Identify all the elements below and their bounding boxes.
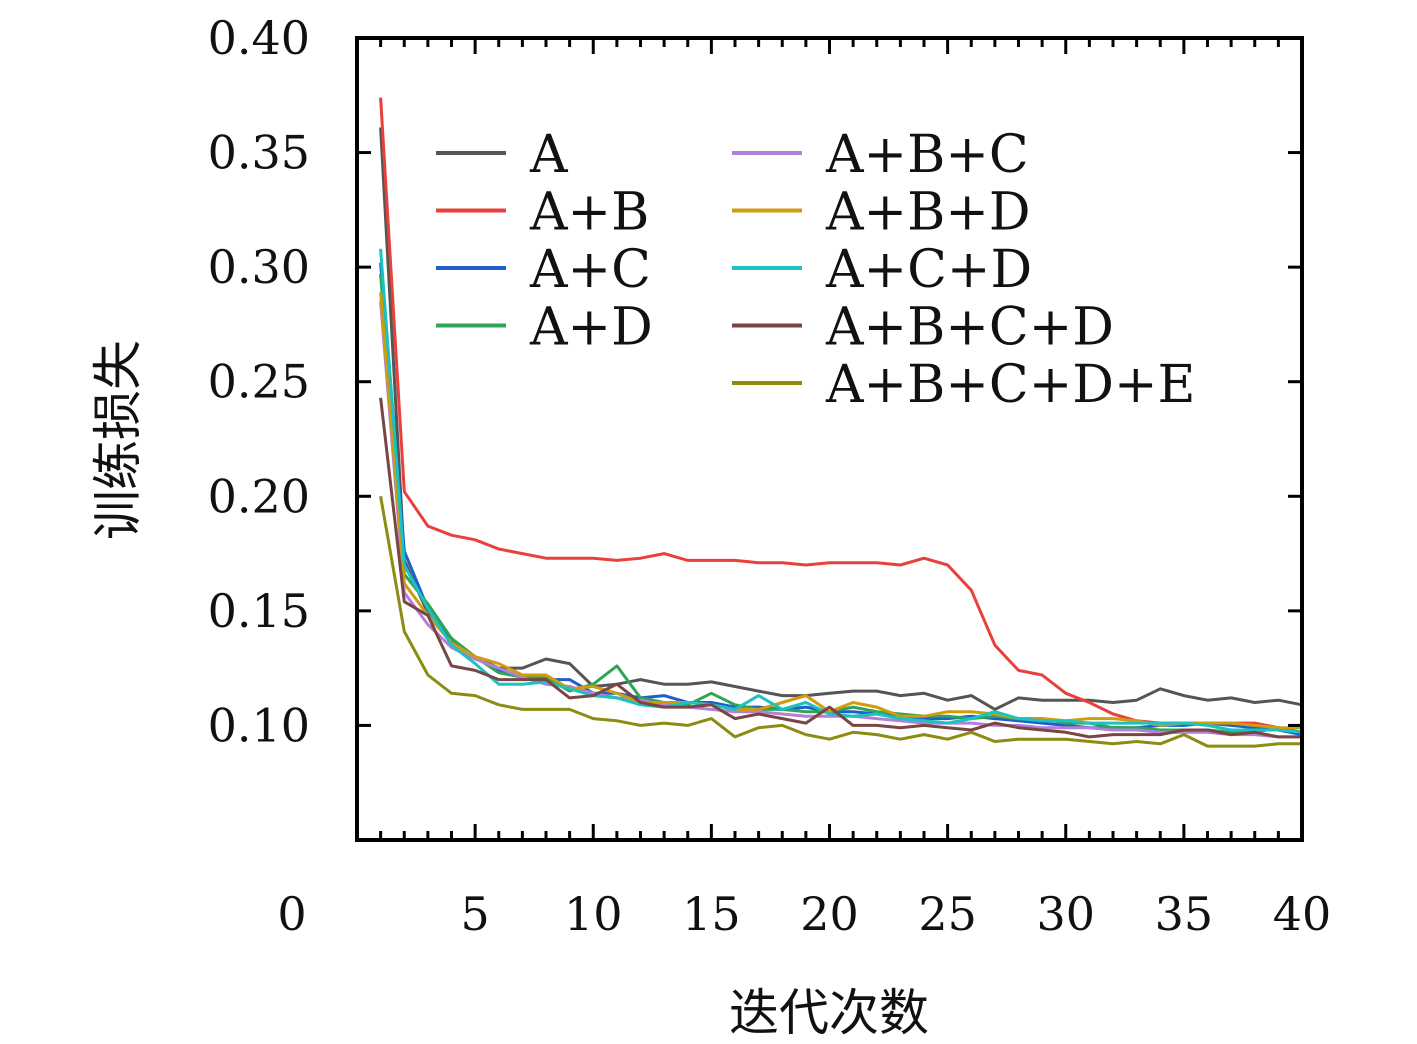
legend-label: A+B+C — [825, 125, 1029, 185]
y-axis-title: 训练损失 — [89, 340, 147, 540]
x-axis-title: 迭代次数 — [729, 984, 929, 1042]
x-tick-label: 40 — [1273, 887, 1332, 941]
series-line-7 — [379, 397, 1302, 739]
x-tick-label: 30 — [1036, 887, 1095, 941]
series-line-3 — [379, 273, 1303, 734]
series-line-8 — [379, 496, 1302, 748]
legend-label: A+C — [529, 240, 651, 300]
x-tick-label: 5 — [460, 887, 489, 941]
y-tick-label: 0.35 — [208, 126, 310, 180]
legend-label: A+B+C+D — [825, 298, 1114, 358]
y-tick-label: 0.40 — [208, 11, 310, 65]
x-tick-label: 25 — [918, 887, 977, 941]
legend-label: A+C+D — [825, 240, 1032, 300]
y-tick-label: 0.20 — [208, 469, 310, 523]
tick-layer: 0 5 10 15 20 25 30 35 40 0.10 0.15 0.20 0.25 0.30 0.35… — [208, 11, 1332, 941]
y-tick-label: 0.10 — [208, 698, 310, 752]
legend-label: A+D — [529, 298, 653, 358]
x-tick-label: 10 — [564, 887, 623, 941]
legend-label: A+B+D — [825, 183, 1031, 243]
legend-label: A+B — [529, 183, 649, 243]
x-tick-label: 15 — [682, 887, 741, 941]
x-tick-label: 0 — [277, 887, 306, 941]
x-tick-label: 20 — [800, 887, 859, 941]
legend-label: A+B+C+D+E — [825, 355, 1195, 415]
x-tick-label: 35 — [1155, 887, 1214, 941]
legend-label: A — [529, 125, 569, 185]
y-tick-label: 0.15 — [208, 584, 310, 638]
legend: AA+BA+CA+D A+B+CA+B+DA+C+DA+B+C+DA+B+C+D+… — [436, 125, 1195, 415]
series-layer — [379, 97, 1303, 748]
y-tick-label: 0.30 — [208, 240, 310, 294]
y-tick-label: 0.25 — [208, 355, 310, 409]
series-line-0 — [379, 127, 1303, 711]
